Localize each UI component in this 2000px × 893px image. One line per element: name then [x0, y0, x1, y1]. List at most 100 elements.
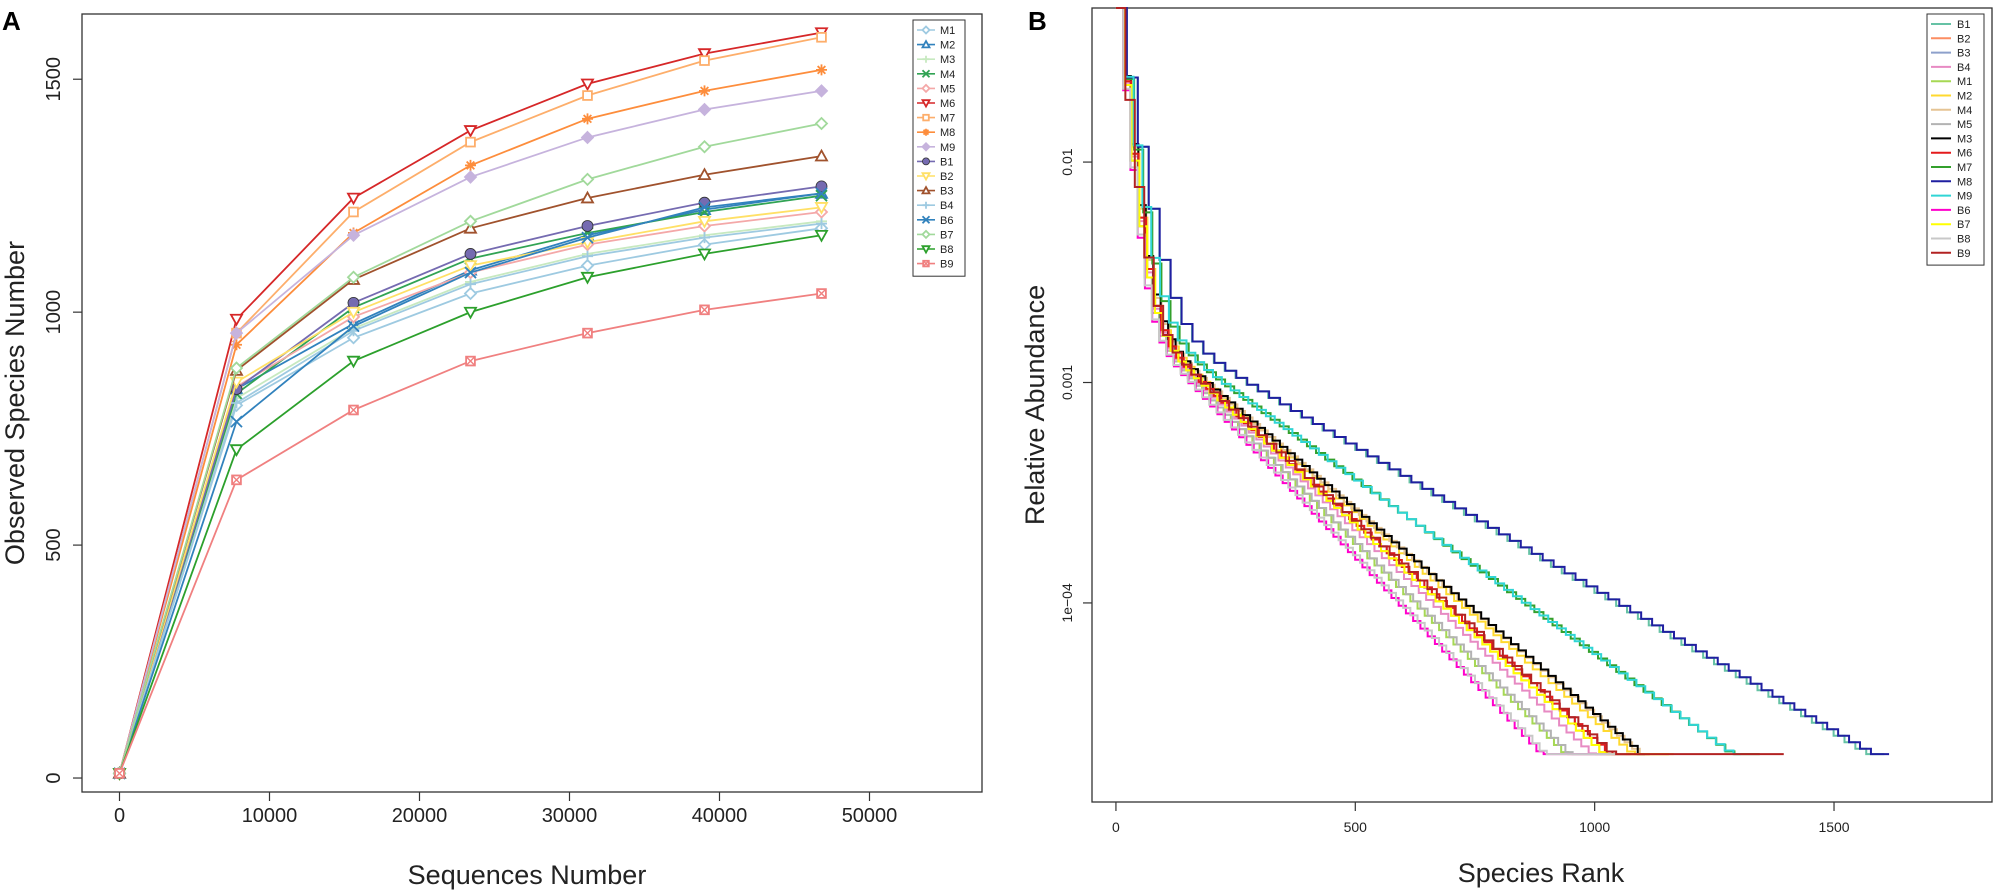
- a-legend-item: M3: [917, 54, 955, 66]
- a-series-b4: [114, 218, 827, 779]
- a-series-line: [118, 220, 822, 774]
- a-data-point: [463, 170, 478, 184]
- b-x-tick-label: 500: [1344, 819, 1368, 835]
- b-legend-item: M3: [1931, 133, 1972, 145]
- a-data-point: [815, 189, 828, 202]
- panel-b-label: B: [1028, 6, 1047, 36]
- b-legend-label: B2: [1957, 33, 1970, 45]
- a-legend-marker: [921, 142, 931, 152]
- b-legend-label: M5: [1957, 119, 1972, 131]
- b-legend-label: B1: [1957, 19, 1970, 31]
- b-series-line: [1115, 7, 1655, 756]
- a-data-point: [465, 159, 476, 171]
- a-legend-marker: [922, 259, 930, 268]
- a-legend-item: B9: [917, 259, 953, 271]
- a-data-point: [230, 415, 243, 428]
- a-data-point: [699, 85, 710, 97]
- a-data-point-cross: [465, 356, 476, 366]
- a-legend-label: B1: [940, 156, 953, 168]
- a-data-point: [815, 187, 828, 200]
- panel-a: A 0 500 1000 1500 0 10000 20000 30000 40000 5000…: [0, 6, 983, 890]
- a-legend-label: B4: [940, 200, 953, 212]
- a-legend-item: B3: [917, 185, 953, 198]
- a-legend-label: B2: [940, 171, 953, 183]
- a-x-tick-label: 0: [114, 805, 125, 827]
- a-data-point-cross: [699, 304, 710, 315]
- a-data-point: [580, 190, 595, 204]
- b-series-line: [1115, 7, 1650, 756]
- a-data-point: [464, 248, 477, 260]
- b-legend-label: B9: [1957, 248, 1970, 260]
- a-y-tick-label: 1500: [43, 57, 65, 102]
- a-legend-marker: [922, 113, 930, 122]
- a-legend-marker: [921, 229, 931, 240]
- a-legend-item: B2: [917, 171, 953, 183]
- a-legend-marker: [922, 128, 930, 136]
- b-y-tick-label: 1e−04: [1059, 583, 1075, 623]
- b-legend-item: B7: [1931, 219, 1970, 231]
- b-legend-item: M8: [1931, 176, 1972, 188]
- a-data-point-cross: [582, 328, 593, 339]
- b-x-tick-label: 1000: [1579, 819, 1610, 835]
- b-x-tick-label: 0: [1112, 819, 1120, 835]
- a-legend-item: M5: [917, 83, 955, 95]
- a-data-point: [229, 313, 244, 327]
- a-data-point: [465, 136, 476, 148]
- b-series-b9: [1115, 7, 1784, 756]
- a-data-point: [465, 355, 476, 367]
- a-legend-label: B3: [940, 186, 953, 198]
- a-data-point: [346, 192, 361, 206]
- a-series-b9: [114, 288, 827, 779]
- a-data-point: [346, 355, 361, 369]
- b-legend-item: B2: [1931, 33, 1970, 45]
- b-series-m6: [1115, 7, 1650, 756]
- a-data-point-cross: [231, 474, 242, 485]
- a-data-point: [231, 397, 242, 409]
- b-y-tick-label: 0.001: [1059, 365, 1075, 400]
- a-legend-marker: [921, 83, 931, 94]
- panel-a-plot-frame: [81, 13, 983, 793]
- a-data-point: [580, 78, 595, 92]
- b-series-line: [1115, 7, 1674, 756]
- a-legend-item: M7: [917, 113, 955, 125]
- b-legend-label: M7: [1957, 162, 1972, 174]
- a-data-point: [580, 258, 595, 273]
- a-data-point: [582, 90, 593, 101]
- b-series-line: [1115, 7, 1626, 756]
- a-legend-label: M9: [940, 142, 955, 154]
- panel-a-x-axis: 0 10000 20000 30000 40000 50000: [114, 792, 897, 827]
- a-data-point: [580, 172, 595, 187]
- b-legend-item: M1: [1931, 76, 1972, 88]
- b-series-m3: [1115, 7, 1645, 756]
- b-legend-label: B3: [1957, 48, 1970, 60]
- a-data-point: [814, 148, 829, 162]
- a-legend-item: M4: [917, 69, 955, 81]
- a-data-point: [814, 229, 829, 243]
- a-x-tick-label: 30000: [542, 805, 598, 827]
- b-series-m2: [1115, 7, 1674, 756]
- b-series-line: [1115, 7, 1885, 756]
- a-data-point: [816, 288, 827, 299]
- a-x-tick-label: 40000: [692, 805, 748, 827]
- a-series-b8: [112, 229, 829, 781]
- a-series-line: [118, 36, 822, 774]
- panel-a-series: [112, 27, 829, 781]
- a-legend-item: M8: [917, 127, 955, 139]
- a-legend-marker: [922, 157, 930, 166]
- a-legend-item: B6: [917, 215, 953, 227]
- a-data-point: [697, 139, 712, 154]
- b-legend-label: M9: [1957, 191, 1972, 203]
- a-data-point: [815, 180, 828, 193]
- b-legend-label: M3: [1957, 133, 1972, 145]
- b-x-tick-label: 1500: [1818, 819, 1849, 835]
- a-legend-marker: [921, 69, 931, 78]
- a-legend-label: M8: [940, 127, 955, 139]
- b-legend-item: B1: [1931, 19, 1970, 31]
- panel-a-y-axis: 0 500 1000 1500: [43, 57, 82, 784]
- b-legend-item: B8: [1931, 234, 1970, 246]
- a-data-point: [699, 55, 710, 66]
- a-data-point: [581, 231, 594, 244]
- b-legend-item: M4: [1931, 105, 1972, 117]
- b-series-m7: [1115, 7, 1760, 756]
